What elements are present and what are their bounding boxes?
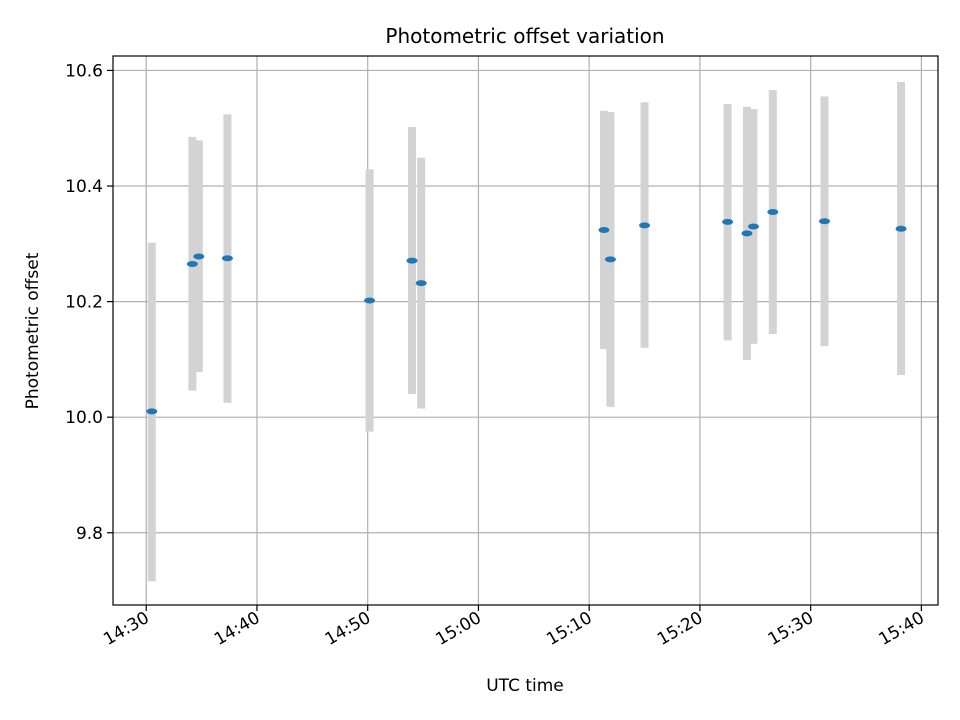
data-point [639,222,651,229]
data-point [895,225,907,232]
y-axis-label: Photometric offset [23,252,43,409]
data-point [767,209,779,216]
plot-frame [112,55,939,606]
data-point [193,253,205,260]
data-point [364,297,376,304]
y-tick-label: 10.2 [65,293,103,313]
y-tick-label: 10.0 [65,408,103,428]
data-points [146,209,907,415]
y-tick-label: 10.6 [65,61,103,81]
data-point [741,230,753,237]
data-point [186,261,198,268]
data-point [146,408,158,415]
data-point [415,280,427,287]
data-point [747,223,759,230]
data-point [604,256,616,263]
chart-title: Photometric offset variation [385,24,664,48]
data-point [406,257,418,264]
data-point [722,218,734,225]
data-point [598,226,610,233]
data-point [221,255,233,262]
x-axis-label: UTC time [486,676,564,696]
data-point [818,218,830,225]
y-tick-label: 10.4 [65,177,103,197]
y-tick-label: 9.8 [76,524,103,544]
